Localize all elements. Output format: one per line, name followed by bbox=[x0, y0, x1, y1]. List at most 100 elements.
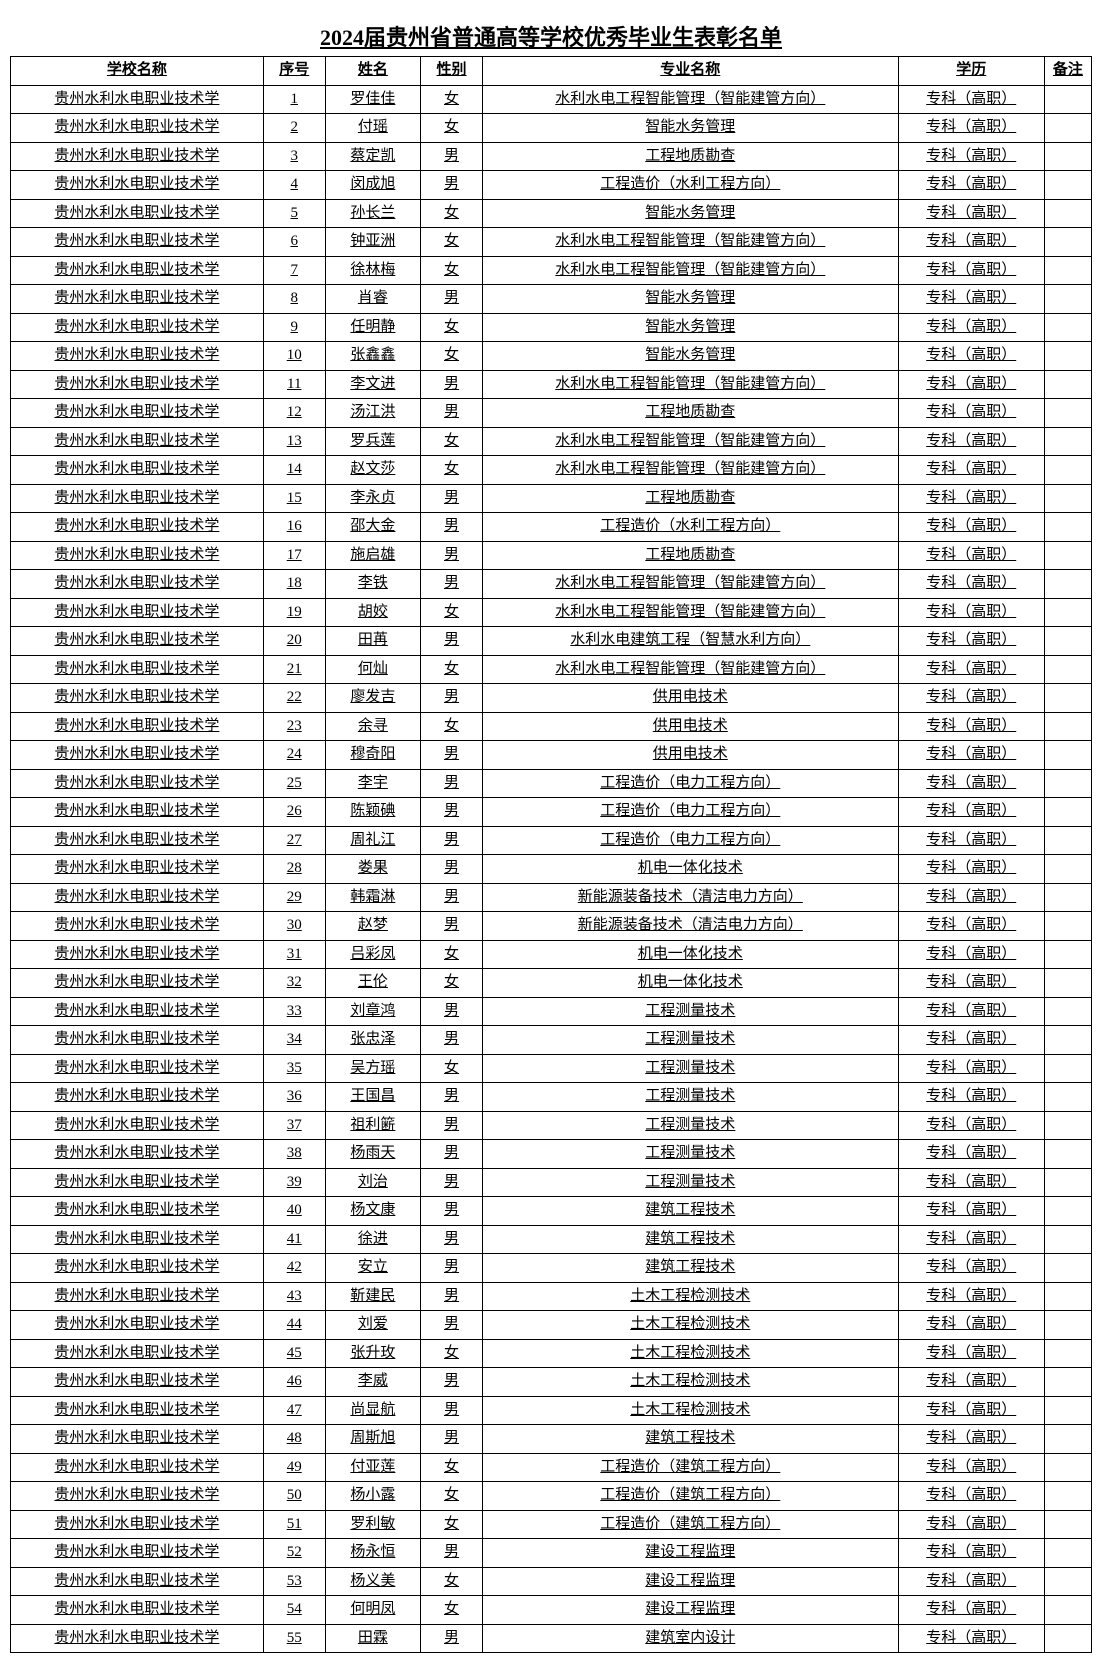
cell-note bbox=[1044, 484, 1091, 513]
cell-name: 王伦 bbox=[325, 969, 421, 998]
cell-edu: 专科（高职） bbox=[898, 997, 1044, 1026]
cell-gender: 男 bbox=[421, 1624, 483, 1653]
cell-note bbox=[1044, 513, 1091, 542]
table-row: 贵州水利水电职业技术学26陈颖碘男工程造价（电力工程方向）专科（高职） bbox=[11, 798, 1092, 827]
table-row: 贵州水利水电职业技术学13罗兵莲女水利水电工程智能管理（智能建管方向）专科（高职… bbox=[11, 427, 1092, 456]
cell-school: 贵州水利水电职业技术学 bbox=[11, 228, 264, 257]
cell-no: 38 bbox=[263, 1140, 325, 1169]
cell-name: 韩霜淋 bbox=[325, 883, 421, 912]
cell-name: 赵文莎 bbox=[325, 456, 421, 485]
cell-school: 贵州水利水电职业技术学 bbox=[11, 285, 264, 314]
cell-gender: 男 bbox=[421, 826, 483, 855]
cell-note bbox=[1044, 969, 1091, 998]
cell-note bbox=[1044, 855, 1091, 884]
cell-note bbox=[1044, 1026, 1091, 1055]
cell-gender: 男 bbox=[421, 370, 483, 399]
cell-name: 祖利簖 bbox=[325, 1111, 421, 1140]
cell-edu: 专科（高职） bbox=[898, 570, 1044, 599]
cell-major: 工程造价（电力工程方向） bbox=[482, 798, 898, 827]
cell-no: 6 bbox=[263, 228, 325, 257]
cell-major: 工程造价（水利工程方向） bbox=[482, 513, 898, 542]
col-edu: 学历 bbox=[898, 57, 1044, 86]
cell-gender: 男 bbox=[421, 1396, 483, 1425]
cell-no: 12 bbox=[263, 399, 325, 428]
cell-gender: 女 bbox=[421, 969, 483, 998]
cell-major: 智能水务管理 bbox=[482, 285, 898, 314]
cell-edu: 专科（高职） bbox=[898, 1254, 1044, 1283]
cell-school: 贵州水利水电职业技术学 bbox=[11, 1083, 264, 1112]
cell-major: 工程地质勘查 bbox=[482, 484, 898, 513]
cell-school: 贵州水利水电职业技术学 bbox=[11, 855, 264, 884]
cell-edu: 专科（高职） bbox=[898, 912, 1044, 941]
cell-major: 工程测量技术 bbox=[482, 997, 898, 1026]
table-row: 贵州水利水电职业技术学18李铁男水利水电工程智能管理（智能建管方向）专科（高职） bbox=[11, 570, 1092, 599]
cell-major: 建筑工程技术 bbox=[482, 1254, 898, 1283]
cell-major: 工程造价（水利工程方向） bbox=[482, 171, 898, 200]
cell-name: 杨永恒 bbox=[325, 1539, 421, 1568]
cell-edu: 专科（高职） bbox=[898, 199, 1044, 228]
cell-major: 工程测量技术 bbox=[482, 1083, 898, 1112]
cell-major: 智能水务管理 bbox=[482, 199, 898, 228]
cell-name: 田霖 bbox=[325, 1624, 421, 1653]
cell-name: 李永贞 bbox=[325, 484, 421, 513]
cell-no: 36 bbox=[263, 1083, 325, 1112]
cell-no: 19 bbox=[263, 598, 325, 627]
table-row: 贵州水利水电职业技术学2付瑶女智能水务管理专科（高职） bbox=[11, 114, 1092, 143]
cell-no: 54 bbox=[263, 1596, 325, 1625]
cell-gender: 女 bbox=[421, 1482, 483, 1511]
table-row: 贵州水利水电职业技术学14赵文莎女水利水电工程智能管理（智能建管方向）专科（高职… bbox=[11, 456, 1092, 485]
cell-note bbox=[1044, 684, 1091, 713]
cell-no: 46 bbox=[263, 1368, 325, 1397]
cell-major: 建筑室内设计 bbox=[482, 1624, 898, 1653]
cell-note bbox=[1044, 114, 1091, 143]
cell-major: 水利水电工程智能管理（智能建管方向） bbox=[482, 228, 898, 257]
cell-school: 贵州水利水电职业技术学 bbox=[11, 940, 264, 969]
cell-note bbox=[1044, 313, 1091, 342]
cell-no: 28 bbox=[263, 855, 325, 884]
table-row: 贵州水利水电职业技术学16邵大金男工程造价（水利工程方向）专科（高职） bbox=[11, 513, 1092, 542]
cell-school: 贵州水利水电职业技术学 bbox=[11, 1368, 264, 1397]
cell-name: 张鑫鑫 bbox=[325, 342, 421, 371]
cell-gender: 男 bbox=[421, 541, 483, 570]
cell-name: 赵梦 bbox=[325, 912, 421, 941]
cell-school: 贵州水利水电职业技术学 bbox=[11, 1396, 264, 1425]
cell-major: 建设工程监理 bbox=[482, 1539, 898, 1568]
col-name: 姓名 bbox=[325, 57, 421, 86]
cell-no: 34 bbox=[263, 1026, 325, 1055]
cell-school: 贵州水利水电职业技术学 bbox=[11, 1054, 264, 1083]
cell-name: 邵大金 bbox=[325, 513, 421, 542]
cell-gender: 男 bbox=[421, 883, 483, 912]
cell-school: 贵州水利水电职业技术学 bbox=[11, 598, 264, 627]
cell-no: 3 bbox=[263, 142, 325, 171]
cell-name: 肖睿 bbox=[325, 285, 421, 314]
cell-school: 贵州水利水电职业技术学 bbox=[11, 171, 264, 200]
cell-no: 16 bbox=[263, 513, 325, 542]
cell-major: 供用电技术 bbox=[482, 741, 898, 770]
cell-gender: 男 bbox=[421, 285, 483, 314]
table-row: 贵州水利水电职业技术学42安立男建筑工程技术专科（高职） bbox=[11, 1254, 1092, 1283]
cell-major: 土木工程检测技术 bbox=[482, 1339, 898, 1368]
cell-school: 贵州水利水电职业技术学 bbox=[11, 883, 264, 912]
cell-gender: 男 bbox=[421, 741, 483, 770]
cell-name: 陈颖碘 bbox=[325, 798, 421, 827]
cell-gender: 女 bbox=[421, 456, 483, 485]
cell-note bbox=[1044, 1083, 1091, 1112]
cell-name: 杨小露 bbox=[325, 1482, 421, 1511]
cell-note bbox=[1044, 598, 1091, 627]
cell-school: 贵州水利水电职业技术学 bbox=[11, 1254, 264, 1283]
cell-edu: 专科（高职） bbox=[898, 1197, 1044, 1226]
table-row: 贵州水利水电职业技术学7徐林梅女水利水电工程智能管理（智能建管方向）专科（高职） bbox=[11, 256, 1092, 285]
cell-note bbox=[1044, 85, 1091, 114]
cell-major: 新能源装备技术（清洁电力方向） bbox=[482, 912, 898, 941]
cell-note bbox=[1044, 142, 1091, 171]
cell-no: 2 bbox=[263, 114, 325, 143]
cell-note bbox=[1044, 1596, 1091, 1625]
cell-gender: 男 bbox=[421, 798, 483, 827]
cell-name: 周斯旭 bbox=[325, 1425, 421, 1454]
cell-name: 刘爱 bbox=[325, 1311, 421, 1340]
cell-no: 42 bbox=[263, 1254, 325, 1283]
table-row: 贵州水利水电职业技术学19胡姣女水利水电工程智能管理（智能建管方向）专科（高职） bbox=[11, 598, 1092, 627]
cell-gender: 男 bbox=[421, 997, 483, 1026]
cell-no: 25 bbox=[263, 769, 325, 798]
cell-no: 23 bbox=[263, 712, 325, 741]
